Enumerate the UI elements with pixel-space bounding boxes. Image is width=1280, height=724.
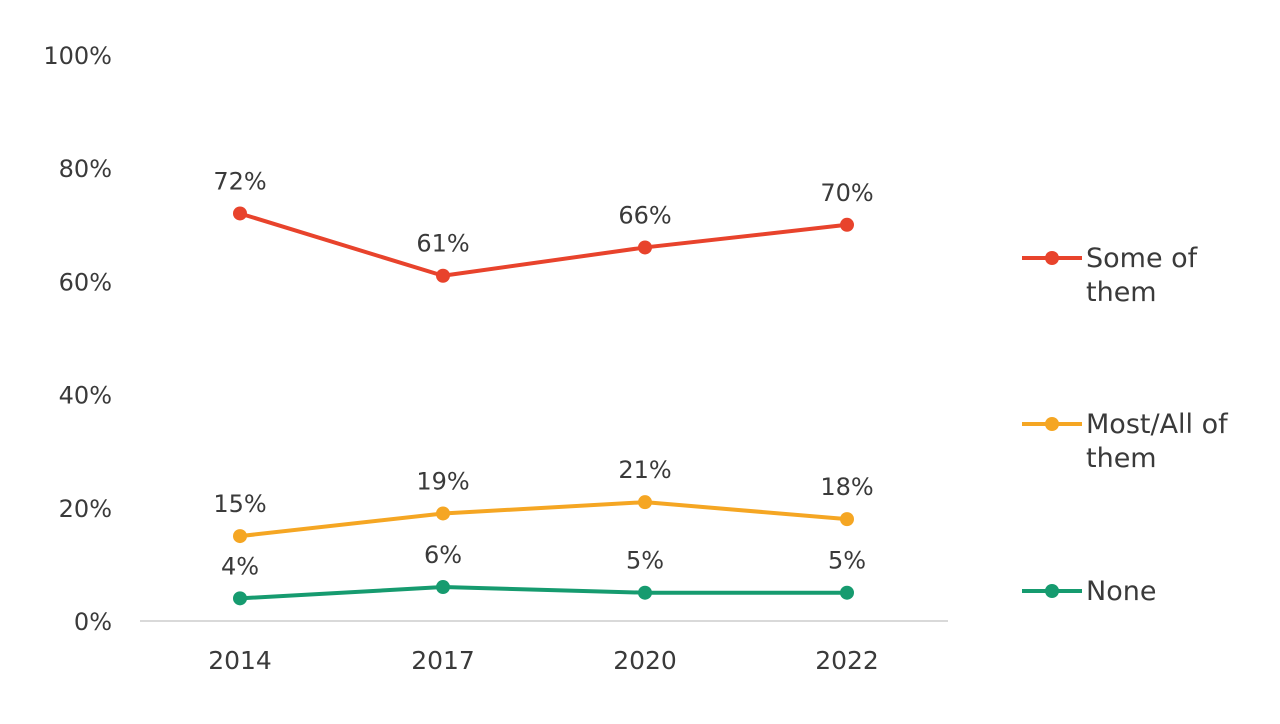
data-label: 61% (416, 230, 469, 258)
y-tick-label: 100% (43, 42, 112, 70)
series-line (238, 500, 849, 539)
data-point (233, 591, 247, 606)
data-label: 5% (828, 547, 866, 575)
legend-label: None (1086, 576, 1156, 607)
data-point (840, 217, 854, 232)
series-line (238, 585, 849, 601)
data-point (233, 529, 247, 544)
data-label: 15% (213, 490, 266, 518)
legend-marker (1045, 417, 1059, 431)
legend-marker (1045, 251, 1059, 265)
legend-label: them (1086, 443, 1157, 474)
x-axis: 2014 2017 2020 2022 (208, 646, 879, 675)
data-point (436, 268, 450, 283)
x-tick-label: 2020 (613, 646, 677, 675)
y-tick-label: 80% (59, 155, 112, 183)
data-point (638, 495, 652, 510)
data-point (840, 512, 854, 527)
x-tick-label: 2022 (815, 646, 879, 675)
series-3: 4% 6% 5% 5% (221, 541, 866, 606)
data-point (436, 506, 450, 521)
data-label: 72% (213, 167, 266, 195)
data-point (638, 240, 652, 255)
data-label: 18% (820, 473, 873, 501)
y-tick-label: 20% (59, 495, 112, 523)
legend-label: them (1086, 277, 1157, 308)
series-1: 72% 61% 66% 70% (213, 167, 874, 283)
data-label: 66% (618, 201, 671, 229)
data-label: 19% (416, 467, 469, 495)
series-layer: 72% 61% 66% 70% 15% 19% 21% 18% 4% 6% 5% 5% (213, 167, 874, 606)
y-tick-label: 0% (74, 608, 112, 636)
y-tick-label: 60% (59, 268, 112, 296)
series-line (238, 211, 849, 278)
legend-marker (1045, 584, 1059, 598)
data-point (840, 585, 854, 600)
data-label: 4% (221, 552, 259, 580)
legend-item: None (1022, 576, 1156, 607)
data-label: 21% (618, 456, 671, 484)
y-axis: 0% 20% 40% 60% 80% 100% (43, 42, 112, 636)
data-point (233, 206, 247, 221)
data-label: 6% (424, 541, 462, 569)
legend-label: Some of (1086, 243, 1199, 274)
x-tick-label: 2017 (411, 646, 475, 675)
data-label: 5% (626, 547, 664, 575)
data-point (436, 580, 450, 595)
series-2: 15% 19% 21% 18% (213, 456, 874, 544)
x-tick-label: 2014 (208, 646, 272, 675)
legend-label: Most/All of (1086, 409, 1229, 440)
data-label: 70% (820, 179, 873, 207)
y-tick-label: 40% (59, 382, 112, 410)
data-point (638, 585, 652, 600)
